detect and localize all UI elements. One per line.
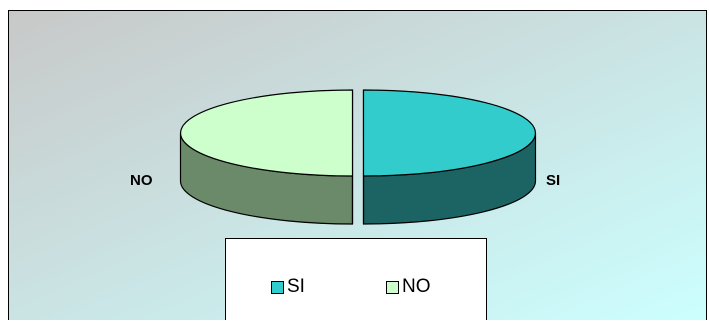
data-label-no: NO bbox=[130, 172, 153, 189]
chart-legend: SI NO bbox=[225, 238, 487, 320]
chart-frame: SI NO SI NO bbox=[8, 10, 707, 320]
legend-label-si: SI bbox=[287, 276, 305, 297]
legend-label-no: NO bbox=[402, 276, 431, 297]
pie-slice-no bbox=[179, 89, 354, 177]
pie-slices bbox=[179, 89, 537, 225]
data-label-si: SI bbox=[546, 172, 560, 189]
legend-swatch-no bbox=[386, 280, 399, 294]
legend-swatch-si bbox=[271, 280, 284, 294]
legend-item-no: NO bbox=[386, 276, 431, 298]
pie-slice-si bbox=[362, 89, 537, 177]
legend-item-si: SI bbox=[271, 276, 305, 298]
